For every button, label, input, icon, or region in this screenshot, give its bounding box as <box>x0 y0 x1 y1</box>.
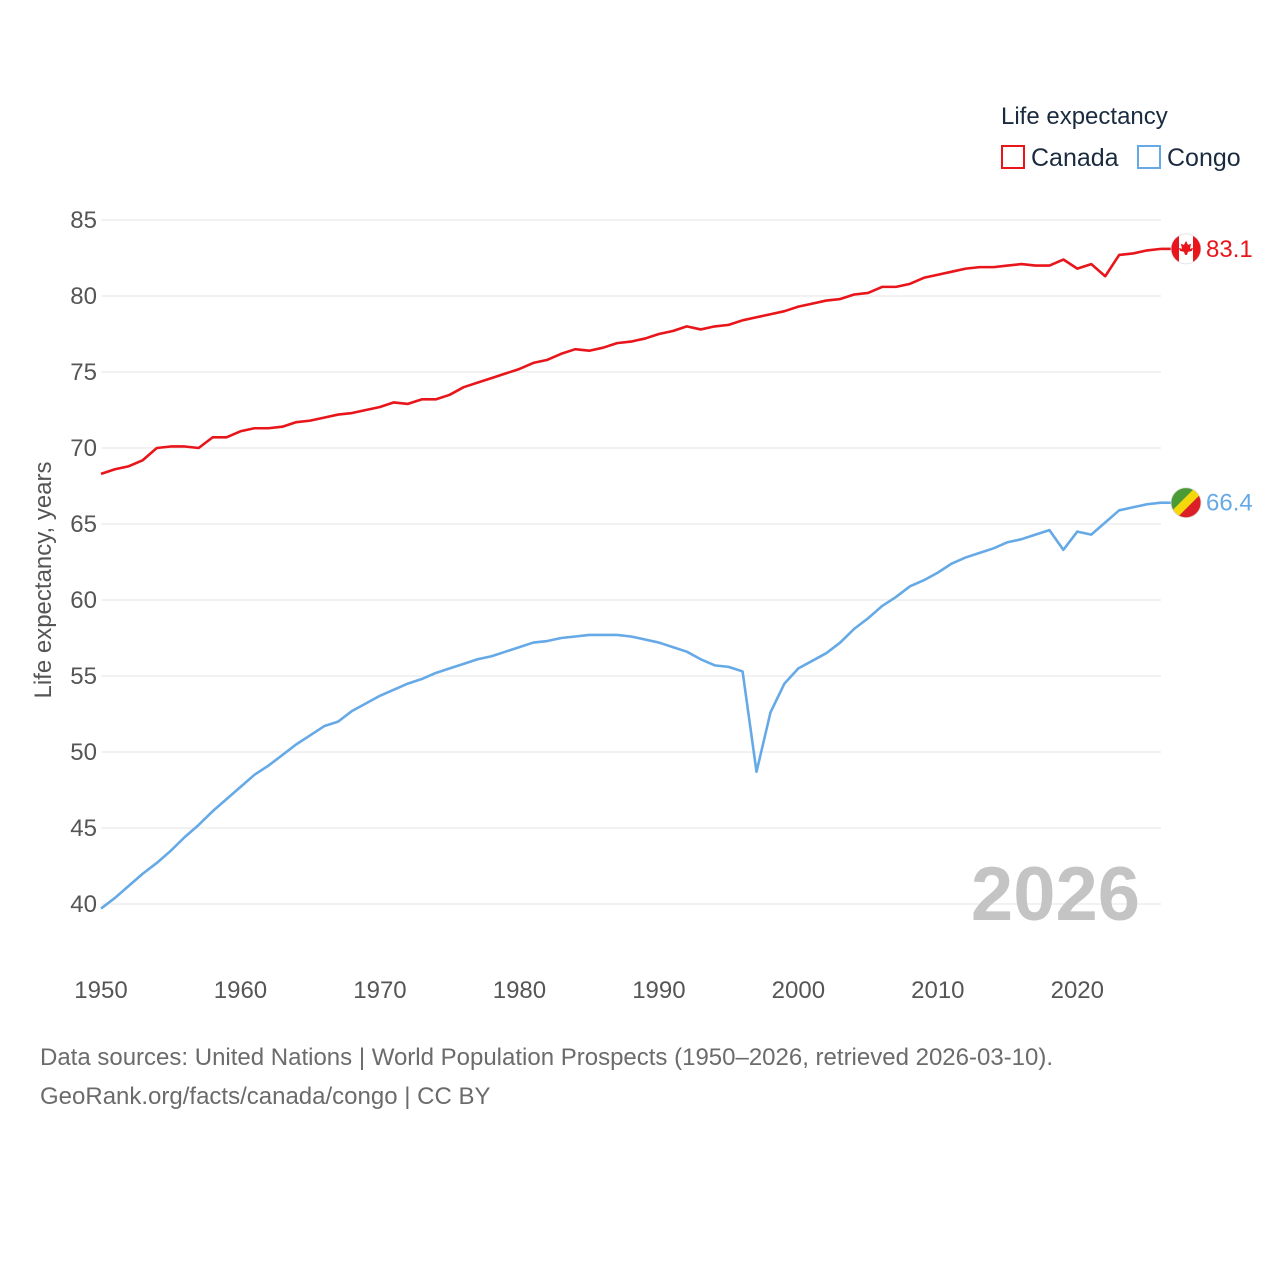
x-tick-label-1980: 1980 <box>493 977 546 1004</box>
legend-swatch-congo <box>1137 145 1161 169</box>
y-tick-label-55: 55 <box>70 663 97 690</box>
legend-item-congo[interactable]: Congo <box>1137 144 1241 172</box>
y-tick-label-45: 45 <box>70 815 97 842</box>
y-tick-label-50: 50 <box>70 739 97 766</box>
legend-title: Life expectancy <box>1001 103 1168 130</box>
x-tick-label-1950: 1950 <box>74 977 127 1004</box>
y-tick-label-85: 85 <box>70 207 97 234</box>
x-axis-ticks: 1950 1960 1970 1980 1990 2000 2010 2020 <box>74 977 1104 1004</box>
end-value-label-congo: 66.4 <box>1206 490 1253 517</box>
data-sources-note: Data sources: United Nations | World Pop… <box>40 1044 1054 1071</box>
canada-flag-icon <box>1170 233 1202 265</box>
y-tick-label-40: 40 <box>70 891 97 918</box>
y-tick-label-65: 65 <box>70 511 97 538</box>
series-endpoints: 83.1 66.4 <box>1161 233 1253 519</box>
legend-swatch-canada <box>1001 145 1025 169</box>
legend-label-congo: Congo <box>1167 144 1241 172</box>
y-tick-label-70: 70 <box>70 435 97 462</box>
grid-lines <box>101 219 1161 905</box>
series-lines <box>100 247 1162 910</box>
y-tick-label-75: 75 <box>70 359 97 386</box>
series-line-canada <box>100 247 1162 476</box>
x-tick-label-1960: 1960 <box>214 977 267 1004</box>
legend: Life expectancy Canada Congo <box>1001 103 1241 172</box>
x-tick-label-1970: 1970 <box>353 977 406 1004</box>
legend-label-canada: Canada <box>1031 144 1119 172</box>
y-tick-label-80: 80 <box>70 283 97 310</box>
end-value-label-canada: 83.1 <box>1206 236 1253 263</box>
attribution-link[interactable]: GeoRank.org/facts/canada/congo | CC BY <box>40 1083 491 1110</box>
current-year-watermark: 2026 <box>971 852 1140 937</box>
x-tick-label-2020: 2020 <box>1051 977 1104 1004</box>
y-axis-ticks: 40 45 50 55 60 65 70 75 80 85 <box>70 207 97 918</box>
y-axis-title: Life expectancy, years <box>30 461 57 698</box>
congo-flag-icon <box>1170 487 1202 519</box>
series-line-congo <box>100 501 1162 910</box>
x-tick-label-1990: 1990 <box>632 977 685 1004</box>
y-tick-label-60: 60 <box>70 587 97 614</box>
line-chart: 40 45 50 55 60 65 70 75 80 85 1950 1960 1970 1980 199… <box>30 103 1253 1004</box>
x-tick-label-2000: 2000 <box>772 977 825 1004</box>
x-tick-label-2010: 2010 <box>911 977 964 1004</box>
legend-item-canada[interactable]: Canada <box>1001 144 1119 172</box>
